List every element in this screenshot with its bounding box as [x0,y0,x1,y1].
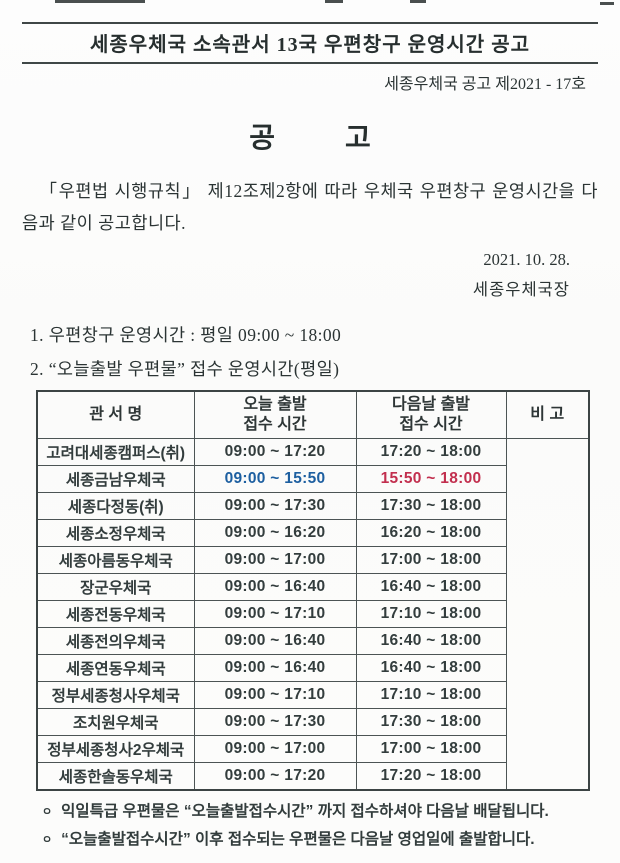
notice-signer: 세종우체국장 [472,279,570,299]
table-row: 장군우체국 09:00 ~ 16:40 16:40 ~ 18:00 [36,573,589,602]
remark-cell [505,438,590,791]
table-row: 조치원우체국 09:00 ~ 17:30 17:30 ~ 18:00 [36,708,589,737]
today-departure-time-cell: 09:00 ~ 17:30 [193,708,357,737]
post-office-hours-table: 관 서 명 오늘 출발 접수 시간 다음날 출발 접수 시간 비 고 고려대세종… [36,389,590,791]
today-departure-time-cell: 09:00 ~ 15:50 [193,465,357,494]
next-day-departure-time-cell: 17:10 ~ 18:00 [355,681,507,710]
table-row: 세종아름동우체국 09:00 ~ 17:00 17:00 ~ 18:00 [36,546,589,575]
office-name-cell: 정부세종청사우체국 [36,681,195,710]
circle-bullet-icon: ㅇ [42,805,53,818]
header-today-line1: 오늘 출발 [243,395,307,413]
office-name-cell: 세종아름동우체국 [36,546,195,575]
office-name-cell: 조치원우체국 [36,708,195,737]
notice-heading: 공 고 [249,123,371,154]
next-day-departure-time-cell: 17:30 ~ 18:00 [355,492,507,521]
table-row: 정부세종청사우체국 09:00 ~ 17:10 17:10 ~ 18:00 [36,681,589,710]
header-today-departure: 오늘 출발 접수 시간 [193,390,357,440]
office-name-cell: 세종한솔동우체국 [36,762,195,791]
notes-section: ㅇ 익일특급 우편물은 “오늘출발접수시간” 까지 접수하셔야 다음날 배달됩니… [36,800,598,852]
table-row: 세종한솔동우체국 09:00 ~ 17:20 17:20 ~ 18:00 [36,762,589,791]
table-row: 세종전의우체국 09:00 ~ 16:40 16:40 ~ 18:00 [36,627,589,656]
next-day-departure-time-cell: 16:40 ~ 18:00 [355,573,507,602]
today-departure-time-cell: 09:00 ~ 17:30 [193,492,357,521]
office-name-cell: 세종금남우체국 [36,465,195,494]
next-day-departure-time-cell: 17:00 ~ 18:00 [355,735,507,764]
office-name-cell: 세종소정우체국 [36,519,195,548]
next-day-departure-time-cell: 16:20 ~ 18:00 [355,519,507,548]
header-today-line2: 접수 시간 [243,415,307,433]
next-day-departure-time-cell: 16:40 ~ 18:00 [355,654,507,683]
note-line-1: ㅇ 익일특급 우편물은 “오늘출발접수시간” 까지 접수하셔야 다음날 배달됩니… [36,800,598,824]
table-header-row: 관 서 명 오늘 출발 접수 시간 다음날 출발 접수 시간 비 고 [36,390,590,440]
office-name-cell: 장군우체국 [36,573,195,602]
office-name-cell: 세종전의우체국 [36,627,195,656]
next-day-departure-time-cell: 17:30 ~ 18:00 [355,708,507,737]
today-departure-time-cell: 09:00 ~ 16:40 [193,627,357,656]
next-day-departure-time-cell: 17:20 ~ 18:00 [355,438,507,467]
note-line-2: ㅇ “오늘출발접수시간” 이후 접수되는 우편물은 다음날 영업일에 출발합니다… [36,828,598,852]
office-name-cell: 고려대세종캠퍼스(취) [36,438,195,467]
header-remark: 비 고 [505,390,590,440]
notice-date: 2021. 10. 28. [483,249,570,269]
today-departure-time-cell: 09:00 ~ 17:10 [193,600,357,629]
table-row: 고려대세종캠퍼스(취) 09:00 ~ 17:20 17:20 ~ 18:00 [36,438,590,791]
scan-artifact [410,0,426,3]
next-day-departure-time-cell: 17:00 ~ 18:00 [355,546,507,575]
header-next-day-departure: 다음날 출발 접수 시간 [355,390,507,440]
today-departure-time-cell: 09:00 ~ 16:40 [193,654,357,683]
office-name-cell: 세종연동우체국 [36,654,195,683]
table-row: 세종소정우체국 09:00 ~ 16:20 16:20 ~ 18:00 [36,519,589,548]
scan-artifact [325,0,343,3]
today-departure-time-cell: 09:00 ~ 17:10 [193,681,357,710]
header-next-line2: 접수 시간 [399,415,463,433]
today-departure-time-cell: 09:00 ~ 16:20 [193,519,357,548]
item-today-departure-hours: 2. “오늘출발 우편물” 접수 운영시간(평일) [30,358,340,379]
note-text-1: 익일특급 우편물은 “오늘출발접수시간” 까지 접수하셔야 다음날 배달됩니다. [61,802,549,820]
office-name-cell: 정부세종청사2우체국 [36,735,195,764]
next-day-departure-time-cell: 16:40 ~ 18:00 [355,627,507,656]
today-departure-time-cell: 09:00 ~ 17:20 [193,762,357,791]
today-departure-time-cell: 09:00 ~ 17:00 [193,546,357,575]
table-body: 고려대세종캠퍼스(취) 09:00 ~ 17:20 17:20 ~ 18:00 세종금… [36,438,590,791]
next-day-departure-time-cell: 15:50 ~ 18:00 [355,465,507,494]
office-name-cell: 세종전동우체국 [36,600,195,629]
today-departure-time-cell: 09:00 ~ 16:40 [193,573,357,602]
today-departure-time-cell: 09:00 ~ 17:20 [193,438,357,467]
document-banner-title: 세종우체국 소속관서 13국 우편창구 운영시간 공고 [22,22,598,64]
header-office-name: 관 서 명 [36,390,195,440]
table-row: 세종연동우체국 09:00 ~ 16:40 16:40 ~ 18:00 [36,654,589,683]
table-row: 세종금남우체국 09:00 ~ 15:50 15:50 ~ 18:00 [36,465,589,494]
table-row: 세종전동우체국 09:00 ~ 17:10 17:10 ~ 18:00 [36,600,589,629]
table-row: 정부세종청사2우체국 09:00 ~ 17:00 17:00 ~ 18:00 [36,735,589,764]
today-departure-time-cell: 09:00 ~ 17:00 [193,735,357,764]
scan-artifact [600,2,614,5]
office-name-cell: 세종다정동(취) [36,492,195,521]
notice-number: 세종우체국 공고 제2021 - 17호 [384,76,586,93]
next-day-departure-time-cell: 17:10 ~ 18:00 [355,600,507,629]
table-row: 세종다정동(취) 09:00 ~ 17:30 17:30 ~ 18:00 [36,492,589,521]
note-text-2: “오늘출발접수시간” 이후 접수되는 우편물은 다음날 영업일에 출발합니다. [61,830,535,848]
circle-bullet-icon: ㅇ [42,833,53,846]
header-next-line1: 다음날 출발 [391,395,471,413]
notice-body-paragraph: 「우편법 시행규칙」 제12조제2항에 따라 우체국 우편창구 운영시간을 다음… [22,181,598,233]
scan-artifact [55,0,145,3]
next-day-departure-time-cell: 17:20 ~ 18:00 [355,762,507,791]
item-window-hours: 1. 우편창구 운영시간 : 평일 09:00 ~ 18:00 [30,324,342,345]
